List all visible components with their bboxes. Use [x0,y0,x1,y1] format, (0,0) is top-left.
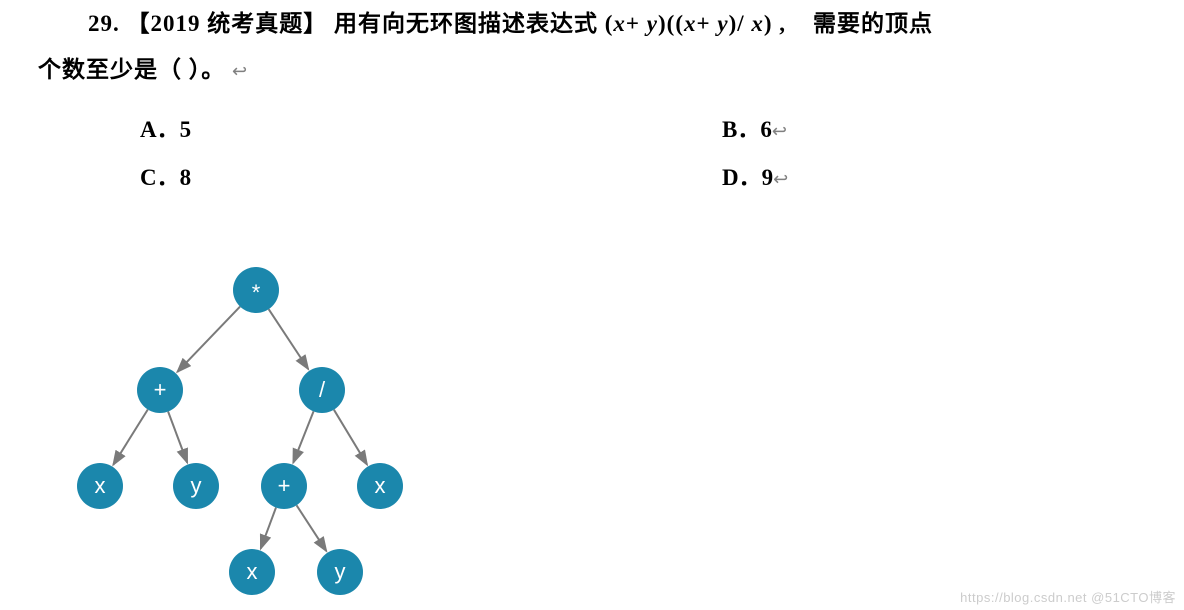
expr-x3: x [751,11,764,36]
nodes-group: * + / x y + x x y [77,267,403,595]
expr-x1: x [613,11,626,36]
tree-edge [297,505,327,551]
expr-div: )/ [729,11,752,36]
question-source-suffix: 统考真题】 [207,11,327,36]
option-b: B．6↩ [722,110,787,144]
question-line-2: 个数至少是（ ）。 ↩ [38,52,248,89]
expr-plus1: + [626,11,647,36]
tree-edge [334,410,367,465]
return-icon: ↩ [232,61,248,81]
tree-edge [168,412,187,463]
expr-plus2: + [696,11,717,36]
expr-x2: x [684,11,697,36]
option-c: C．8 [140,158,191,192]
tree-node-label: x [375,473,386,498]
watermark-text: https://blog.csdn.net @51CTO博客 [960,587,1176,606]
expression-tree-diagram: * + / x y + x x y [40,250,460,610]
question-line-1: 29. 【2019 统考真题】 用有向无环图描述表达式 (x+ y)((x+ y… [88,6,1148,43]
expr-mid: )(( [658,11,684,36]
question-stem-line2: 个数至少是（ ）。 [38,57,225,82]
expr-y2: y [717,11,728,36]
return-icon-b: ↩ [772,121,787,141]
expr-close: ) , [764,11,786,36]
tree-node-label: + [278,473,291,498]
tree-node-label: / [319,377,326,402]
tree-node-label: * [252,280,261,305]
tree-edge [269,309,309,369]
return-icon-d: ↩ [773,169,788,189]
question-stem-b: 需要的顶点 [813,11,933,36]
tree-node-label: y [191,473,202,498]
expr-y1: y [647,11,658,36]
tree-node-label: y [335,559,346,584]
question-stem-a: 用有向无环图描述表达式 [334,11,598,36]
tree-node-label: x [95,473,106,498]
option-d: D．9↩ [722,158,788,192]
option-d-text: D．9 [722,165,773,190]
tree-node-label: + [154,377,167,402]
option-b-text: B．6 [722,117,772,142]
tree-edge [113,410,148,465]
edges-group [113,307,367,551]
tree-edge [177,307,240,372]
tree-edge [293,411,313,462]
question-source-prefix: 【2019 [127,11,201,36]
option-a: A．5 [140,110,191,144]
question-number: 29. [88,11,120,36]
tree-edge [261,508,276,549]
tree-node-label: x [247,559,258,584]
